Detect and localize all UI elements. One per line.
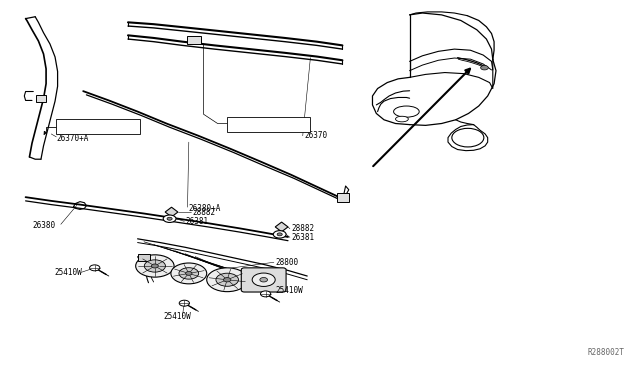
- Bar: [56, 119, 140, 134]
- Circle shape: [223, 278, 231, 282]
- Circle shape: [167, 217, 172, 220]
- Circle shape: [90, 265, 100, 271]
- Circle shape: [216, 273, 239, 286]
- Text: 26370+A: 26370+A: [56, 134, 89, 143]
- Polygon shape: [275, 222, 288, 232]
- Text: R288002T: R288002T: [587, 348, 624, 357]
- Text: 28882: 28882: [291, 224, 314, 233]
- Text: NOT FOR SALE: NOT FOR SALE: [245, 118, 293, 124]
- Circle shape: [277, 233, 282, 236]
- Bar: [337, 193, 349, 202]
- Text: 26380+A: 26380+A: [189, 204, 221, 213]
- Circle shape: [481, 65, 488, 70]
- Text: 25410W: 25410W: [275, 286, 303, 295]
- Text: 26381: 26381: [291, 233, 314, 242]
- Circle shape: [163, 215, 176, 222]
- Ellipse shape: [396, 116, 408, 122]
- Circle shape: [145, 260, 165, 272]
- Circle shape: [186, 272, 192, 275]
- Text: NOT FOR SALE: NOT FOR SALE: [74, 120, 122, 126]
- Circle shape: [260, 291, 271, 297]
- Bar: [138, 254, 150, 261]
- Text: 26370: 26370: [304, 131, 327, 140]
- Text: 26380: 26380: [32, 221, 55, 230]
- Circle shape: [260, 278, 268, 282]
- Circle shape: [252, 273, 275, 286]
- Text: 25410W: 25410W: [54, 268, 82, 277]
- Circle shape: [452, 128, 484, 147]
- Circle shape: [179, 300, 189, 306]
- Bar: [36, 95, 46, 102]
- Circle shape: [179, 268, 198, 279]
- Text: 28882: 28882: [192, 208, 215, 217]
- FancyBboxPatch shape: [241, 268, 286, 292]
- Circle shape: [136, 255, 174, 277]
- Bar: [187, 36, 201, 44]
- Circle shape: [273, 231, 286, 238]
- Polygon shape: [165, 207, 178, 217]
- Text: 28800: 28800: [275, 258, 298, 267]
- Circle shape: [207, 268, 248, 292]
- Bar: [227, 117, 310, 132]
- Text: 26381: 26381: [186, 217, 209, 226]
- Circle shape: [152, 264, 158, 268]
- Ellipse shape: [394, 106, 419, 117]
- Text: 25410W: 25410W: [163, 312, 191, 321]
- Circle shape: [171, 263, 207, 284]
